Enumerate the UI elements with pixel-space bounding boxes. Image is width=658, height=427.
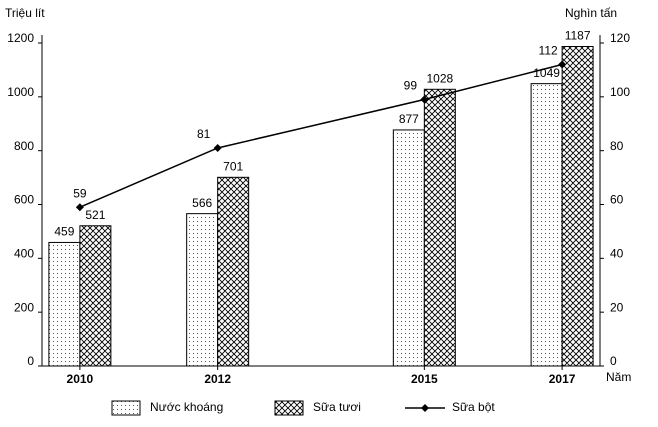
x-tick-label: 2017: [549, 372, 576, 386]
y-tick-label: 400: [14, 247, 34, 261]
bar-value-label: 459: [54, 225, 74, 239]
line-marker: [420, 95, 429, 104]
y-tick-label: 600: [14, 193, 34, 207]
legend-swatch: [111, 400, 141, 416]
legend-label: Nước khoáng: [150, 400, 223, 414]
bar: [392, 129, 425, 367]
y-tick-label: 1000: [7, 85, 34, 99]
bar-value-label: 1028: [426, 71, 453, 85]
legend-marker: [421, 404, 429, 412]
bar-value-label: 1049: [533, 66, 560, 80]
x-axis-label: Năm: [606, 370, 631, 384]
line-value-label: 59: [73, 186, 87, 200]
y2-tick-label: 60: [610, 193, 624, 207]
bar-value-label: 521: [85, 208, 105, 222]
line-marker: [558, 60, 567, 69]
legend-label: Sữa bột: [452, 400, 495, 414]
line-series: [79, 63, 563, 208]
y-tick-label: 0: [27, 354, 34, 368]
bar: [423, 88, 456, 367]
bar-value-label: 1187: [565, 29, 591, 43]
line-marker: [75, 203, 84, 212]
x-tick-label: 2012: [204, 372, 231, 386]
bar: [186, 213, 219, 367]
bar-value-label: 701: [223, 159, 243, 173]
bar: [48, 241, 81, 367]
y-tick-label: 1200: [7, 31, 34, 45]
y2-tick-label: 80: [610, 139, 624, 153]
line-value-label: 112: [539, 44, 558, 58]
y2-axis-label: Nghìn tấn: [565, 6, 617, 20]
x-tick-label: 2010: [67, 372, 94, 386]
bar-value-label: 566: [192, 196, 212, 210]
bar: [530, 83, 563, 367]
y2-tick-label: 40: [610, 247, 624, 261]
line-value-label: 99: [404, 79, 418, 93]
legend-label: Sữa tươi: [313, 400, 361, 414]
line-value-label: 81: [197, 127, 211, 141]
legend-swatch: [274, 400, 304, 416]
line-marker: [213, 143, 222, 152]
x-tick-label: 2015: [411, 372, 438, 386]
bar: [217, 176, 250, 367]
y2-tick-label: 120: [610, 31, 630, 45]
y2-tick-label: 100: [610, 85, 630, 99]
bar-value-label: 877: [399, 112, 419, 126]
y2-tick-label: 20: [610, 300, 624, 314]
y2-tick-label: 0: [610, 354, 617, 368]
y-tick-label: 800: [14, 139, 34, 153]
y-tick-label: 200: [14, 300, 34, 314]
y-axis-label: Triệu lít: [5, 6, 45, 20]
bar: [79, 225, 112, 367]
bar: [561, 45, 594, 367]
